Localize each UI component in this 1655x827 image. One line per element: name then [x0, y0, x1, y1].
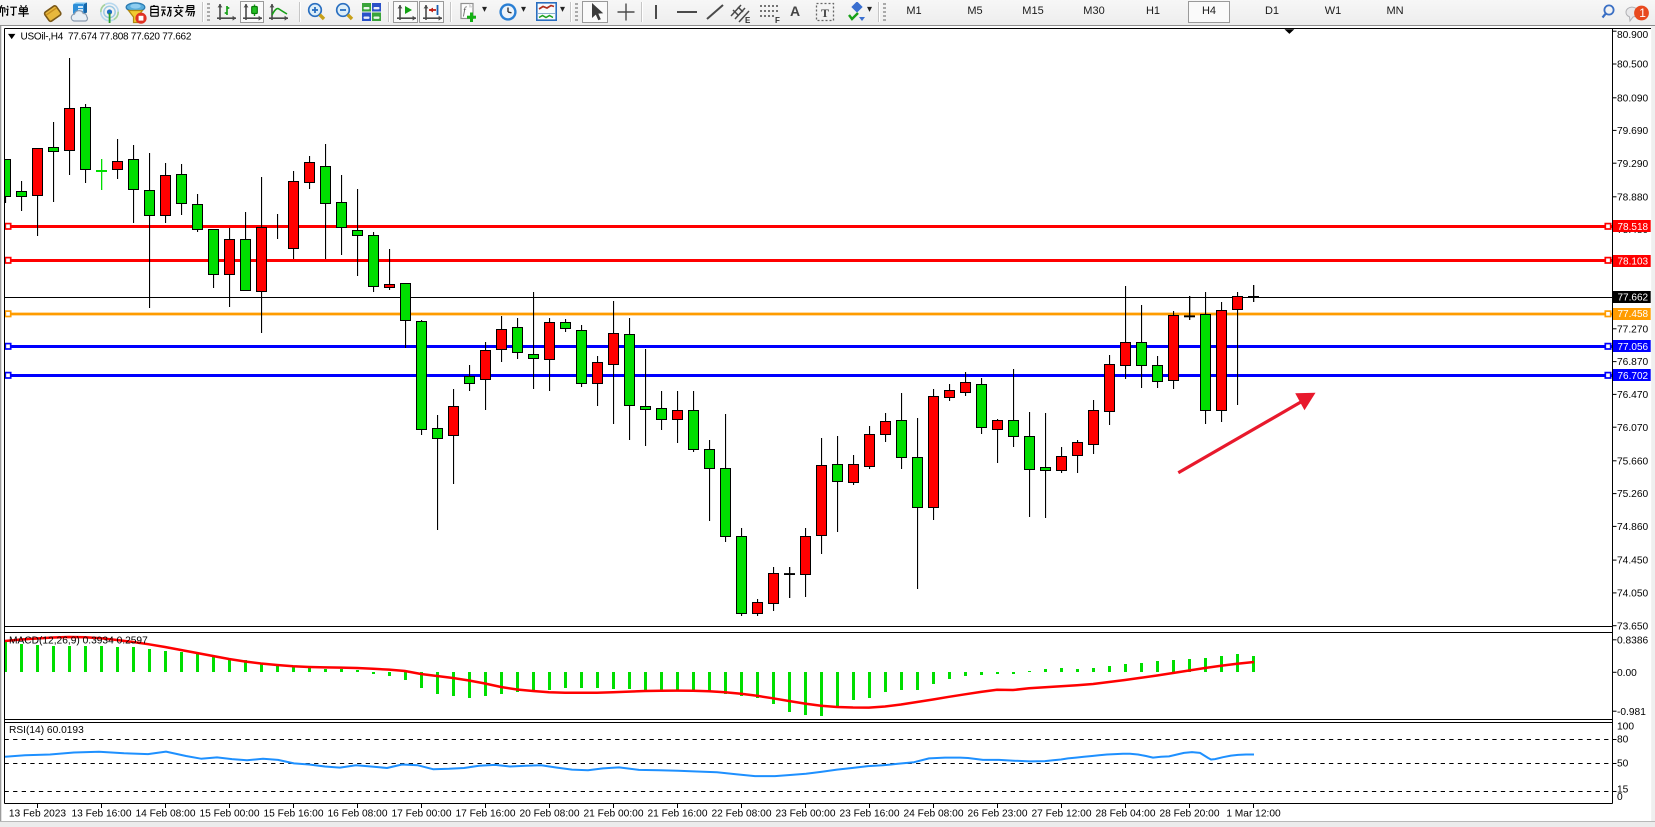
- svg-text:0: 0: [1617, 792, 1623, 803]
- svg-text:80.500: 80.500: [1617, 60, 1648, 71]
- svg-text:T: T: [821, 6, 829, 20]
- svg-text:1 Mar 12:00: 1 Mar 12:00: [1226, 809, 1281, 820]
- svg-text:15 Feb 00:00: 15 Feb 00:00: [199, 809, 259, 820]
- svg-text:17 Feb 00:00: 17 Feb 00:00: [391, 809, 451, 820]
- svg-text:MACD(12,26,9) 0.3934 0.2597: MACD(12,26,9) 0.3934 0.2597: [9, 636, 148, 647]
- svg-text:76.870: 76.870: [1617, 357, 1648, 368]
- svg-text:27 Feb 12:00: 27 Feb 12:00: [1031, 809, 1091, 820]
- svg-text:14 Feb 08:00: 14 Feb 08:00: [135, 809, 195, 820]
- svg-text:76.702: 76.702: [1618, 371, 1649, 382]
- svg-text:15: 15: [1617, 785, 1629, 796]
- svg-text:76.470: 76.470: [1617, 390, 1648, 401]
- svg-text:28 Feb 20:00: 28 Feb 20:00: [1159, 809, 1219, 820]
- svg-text:-0.981: -0.981: [1617, 707, 1646, 718]
- svg-text:80.090: 80.090: [1617, 93, 1648, 104]
- svg-text:0.8386: 0.8386: [1617, 635, 1648, 646]
- svg-text:79.290: 79.290: [1617, 159, 1648, 170]
- svg-text:26 Feb 23:00: 26 Feb 23:00: [967, 809, 1027, 820]
- svg-text:13 Feb 16:00: 13 Feb 16:00: [71, 809, 131, 820]
- svg-text:80.900: 80.900: [1617, 30, 1648, 41]
- svg-text:74.050: 74.050: [1617, 589, 1648, 600]
- svg-text:74.860: 74.860: [1617, 522, 1648, 533]
- svg-text:78.518: 78.518: [1618, 222, 1649, 233]
- svg-text:50: 50: [1617, 759, 1629, 770]
- svg-text:E: E: [745, 16, 751, 24]
- svg-text:f: f: [463, 6, 467, 17]
- svg-text:76.070: 76.070: [1617, 423, 1648, 434]
- svg-text:79.690: 79.690: [1617, 126, 1648, 137]
- svg-text:77.270: 77.270: [1617, 324, 1648, 335]
- svg-text:78.880: 78.880: [1617, 192, 1648, 203]
- svg-text:77.056: 77.056: [1618, 342, 1649, 353]
- svg-text:77.662: 77.662: [1618, 293, 1649, 304]
- svg-text:24 Feb 08:00: 24 Feb 08:00: [903, 809, 963, 820]
- svg-text:F: F: [775, 16, 780, 24]
- svg-text:74.450: 74.450: [1617, 556, 1648, 567]
- svg-text:15 Feb 16:00: 15 Feb 16:00: [263, 809, 323, 820]
- svg-text:73.650: 73.650: [1617, 621, 1648, 632]
- svg-text:28 Feb 04:00: 28 Feb 04:00: [1095, 809, 1155, 820]
- svg-text:77.458: 77.458: [1618, 309, 1649, 320]
- svg-text:21 Feb 00:00: 21 Feb 00:00: [583, 809, 643, 820]
- svg-text:16 Feb 08:00: 16 Feb 08:00: [327, 809, 387, 820]
- svg-text:17 Feb 16:00: 17 Feb 16:00: [455, 809, 515, 820]
- svg-text:22 Feb 08:00: 22 Feb 08:00: [711, 809, 771, 820]
- svg-text:20 Feb 08:00: 20 Feb 08:00: [519, 809, 579, 820]
- svg-text:23 Feb 00:00: 23 Feb 00:00: [775, 809, 835, 820]
- svg-text:RSI(14) 60.0193: RSI(14) 60.0193: [9, 725, 84, 736]
- svg-text:100: 100: [1617, 722, 1634, 733]
- svg-text:75.660: 75.660: [1617, 456, 1648, 467]
- svg-text:78.103: 78.103: [1618, 256, 1649, 267]
- svg-text:USOil-,H4 77.674 77.808 77.62: USOil-,H4 77.674 77.808 77.620 77.662: [21, 32, 192, 43]
- svg-text:13 Feb 2023: 13 Feb 2023: [9, 809, 67, 820]
- svg-text:23 Feb 16:00: 23 Feb 16:00: [839, 809, 899, 820]
- svg-text:21 Feb 16:00: 21 Feb 16:00: [647, 809, 707, 820]
- svg-text:80: 80: [1617, 735, 1629, 746]
- svg-text:0.00: 0.00: [1617, 668, 1637, 679]
- svg-text:75.260: 75.260: [1617, 489, 1648, 500]
- svg-text:1: 1: [1639, 6, 1646, 20]
